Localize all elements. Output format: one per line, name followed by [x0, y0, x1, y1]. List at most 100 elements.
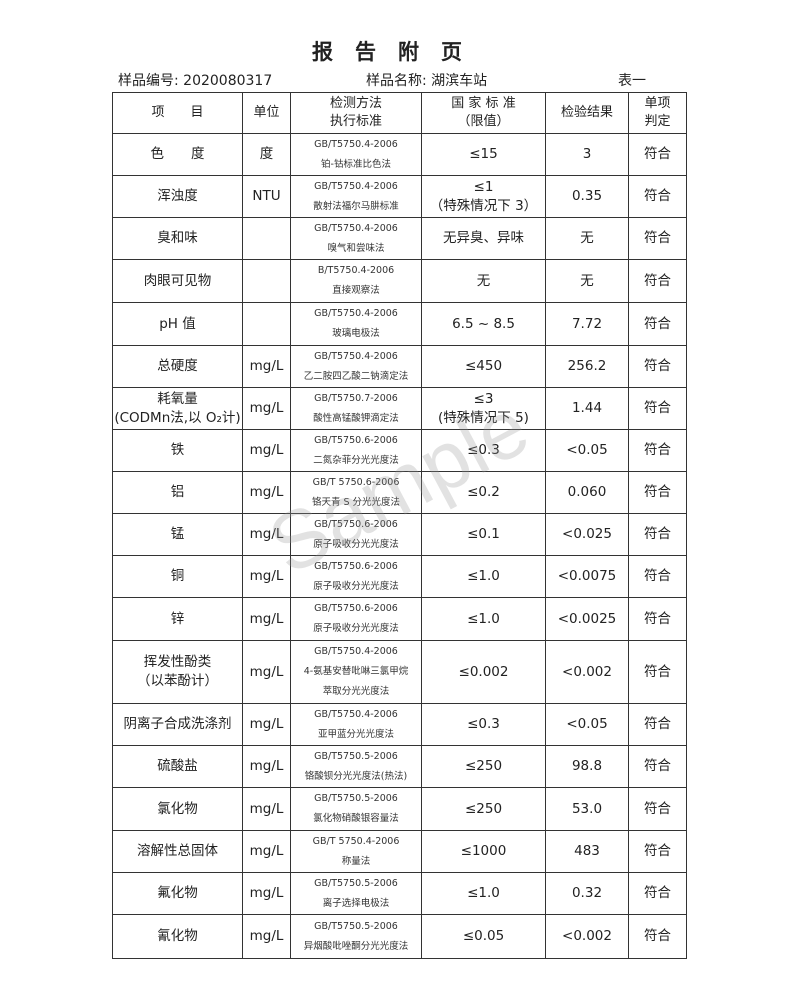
header-limit: 国 家 标 准 （限值） [421, 92, 546, 134]
unit-cell [242, 217, 291, 260]
unit-cell: mg/L [242, 387, 291, 430]
limit-cell: ≤1000 [421, 830, 546, 873]
limit-cell: ≤3 (特殊情况下 5) [421, 387, 546, 430]
method-standard: GB/T5750.4-2006 [314, 138, 398, 150]
unit-cell: 度 [242, 133, 291, 176]
verdict-cell: 符合 [628, 133, 687, 176]
verdict-cell: 符合 [628, 302, 687, 346]
table-row: 铝 mg/L GB/T 5750.6-2006 铬天青 S 分光光度法 ≤0.2 0.06… [112, 471, 687, 514]
result-cell: <0.0025 [545, 597, 629, 641]
result-cell: 无 [545, 217, 629, 260]
method-name: 嗅气和尝味法 [327, 242, 385, 254]
unit-cell: mg/L [242, 787, 291, 831]
method-cell: GB/T 5750.6-2006 铬天青 S 分光光度法 [290, 471, 422, 514]
method-cell: GB/T5750.4-2006 铂-钴标准比色法 [290, 133, 422, 176]
limit-cell: ≤0.002 [421, 640, 546, 704]
verdict-cell: 符合 [628, 745, 687, 788]
method-cell: GB/T5750.6-2006 原子吸收分光光度法 [290, 597, 422, 641]
sample-number: 样品编号: 2020080317 [118, 73, 273, 89]
limit-cell: 无 [421, 259, 546, 303]
method-cell: GB/T5750.4-2006 玻璃电极法 [290, 302, 422, 346]
table-row: 色 度度 GB/T5750.4-2006 铂-钴标准比色法 ≤15 3 符合 [112, 133, 687, 176]
limit-cell: ≤1.0 [421, 597, 546, 641]
method-cell: GB/T5750.6-2006 二氮杂菲分光光度法 [290, 429, 422, 472]
item-cell: pH 值 [112, 302, 243, 346]
table-row: 氰化物 mg/L GB/T5750.5-2006 异烟酸吡唑酮分光光度法 ≤0.05 <0… [112, 914, 687, 959]
result-cell: <0.025 [545, 513, 629, 556]
method-name: 原子吸收分光光度法 [313, 538, 399, 550]
result-cell: 1.44 [545, 387, 629, 430]
limit-cell: ≤450 [421, 345, 546, 388]
result-cell: <0.0075 [545, 555, 629, 598]
page-title: 报告附页 [312, 40, 484, 64]
limit-cell: ≤250 [421, 787, 546, 831]
unit-cell: mg/L [242, 597, 291, 641]
method-standard: GB/T5750.4-2006 [314, 308, 398, 319]
verdict-cell: 符合 [628, 429, 687, 472]
item-cell: 氯化物 [112, 787, 243, 831]
verdict-cell: 符合 [628, 703, 687, 746]
item-cell: 肉眼可见物 [112, 259, 243, 303]
method-cell: GB/T5750.5-2006 离子选择电极法 [290, 872, 422, 915]
method-standard: B/T5750.4-2006 [317, 265, 395, 276]
table-row: 铁 mg/L GB/T5750.6-2006 二氮杂菲分光光度法 ≤0.3 <0.05 符合 [112, 429, 687, 472]
method-name: 二氮杂菲分光光度法 [313, 454, 399, 466]
item-cell: 阴离子合成洗涤剂 [112, 703, 243, 746]
method-standard: GB/T5750.4-2006 [314, 222, 398, 234]
method-standard: GB/T5750.4-2006 [314, 646, 398, 657]
item-cell: 氰化物 [112, 914, 243, 959]
unit-cell: mg/L [242, 872, 291, 915]
result-cell: 0.35 [545, 175, 629, 218]
result-cell: <0.05 [545, 429, 629, 472]
verdict-cell: 符合 [628, 345, 687, 388]
result-cell: 98.8 [545, 745, 629, 788]
method-name: 酸性高锰酸钾滴定法 [313, 412, 399, 424]
unit-cell: mg/L [242, 471, 291, 514]
method-name: 直接观察法 [332, 285, 380, 296]
result-cell: <0.05 [545, 703, 629, 746]
verdict-cell: 符合 [628, 175, 687, 218]
method-name: 铬酸钡分光光度法(热法) [304, 770, 408, 782]
method-cell: GB/T5750.4-2006 嗅气和尝味法 [290, 217, 422, 260]
item-cell: 氟化物 [112, 872, 243, 915]
table-row: 肉眼可见物 B/T5750.4-2006 直接观察法无无符合 [112, 259, 687, 303]
table-row: 氟化物 mg/L GB/T5750.5-2006 离子选择电极法 ≤1.0 0.32 符合 [112, 872, 687, 915]
result-cell: 256.2 [545, 345, 629, 388]
item-cell: 总硬度 [112, 345, 243, 388]
verdict-cell: 符合 [628, 513, 687, 556]
verdict-cell: 符合 [628, 640, 687, 704]
header-row: 项 目 单位 检测方法 执行标准 国 家 标 准 （限值） 检验结果 单项 判定 [112, 92, 687, 134]
table-row: 挥发性酚类 （以苯酚计） mg/L GB/T5750.4-2006 4-氨基安替吡啉三… [112, 640, 687, 704]
unit-cell: mg/L [242, 345, 291, 388]
limit-cell: ≤0.3 [421, 429, 546, 472]
table-row: 锰 mg/L GB/T5750.6-2006 原子吸收分光光度法 ≤0.1 <0.025 符… [112, 513, 687, 556]
verdict-cell: 符合 [628, 914, 687, 959]
table-row: pH 值 GB/T5750.4-2006 玻璃电极法 6.5 ~ 8.5 7.72 符合 [112, 302, 687, 346]
unit-cell: mg/L [242, 555, 291, 598]
limit-cell: ≤0.2 [421, 471, 546, 514]
result-cell: 0.060 [545, 471, 629, 514]
method-standard: GB/T5750.5-2006 [314, 920, 398, 932]
table-row: 臭和味 GB/T5750.4-2006 嗅气和尝味法 无异臭、异味无符合 [112, 217, 687, 260]
method-cell: B/T5750.4-2006 直接观察法 [290, 259, 422, 303]
header-item: 项 目 [112, 92, 243, 134]
unit-cell [242, 302, 291, 346]
method-standard: GB/T5750.4-2006 [314, 350, 398, 362]
method-cell: GB/T5750.4-2006 散射法福尔马肼标准 [290, 175, 422, 218]
method-standard: GB/T5750.4-2006 [314, 708, 398, 720]
unit-cell: mg/L [242, 429, 291, 472]
table-row: 耗氧量 (CODMn法,以 O₂计) mg/L GB/T5750.7-2006 酸性高… [112, 387, 687, 430]
unit-cell: mg/L [242, 914, 291, 959]
result-cell: 0.32 [545, 872, 629, 915]
table-row: 氯化物 mg/L GB/T5750.5-2006 氯化物硝酸银容量法 ≤250 53.0 符… [112, 787, 687, 831]
limit-cell: ≤1 （特殊情况下 3） [421, 175, 546, 218]
limit-cell: ≤15 [421, 133, 546, 176]
limit-cell: 6.5 ~ 8.5 [421, 302, 546, 346]
method-standard: GB/T5750.6-2006 [314, 603, 398, 614]
method-name: 亚甲蓝分光光度法 [317, 728, 394, 740]
method-name: 原子吸收分光光度法 [313, 623, 399, 634]
table-row: 浑浊度 NTU GB/T5750.4-2006 散射法福尔马肼标准 ≤1 （特殊情况下 … [112, 175, 687, 218]
result-cell: 3 [545, 133, 629, 176]
method-name: 氯化物硝酸银容量法 [313, 813, 399, 824]
verdict-cell: 符合 [628, 597, 687, 641]
